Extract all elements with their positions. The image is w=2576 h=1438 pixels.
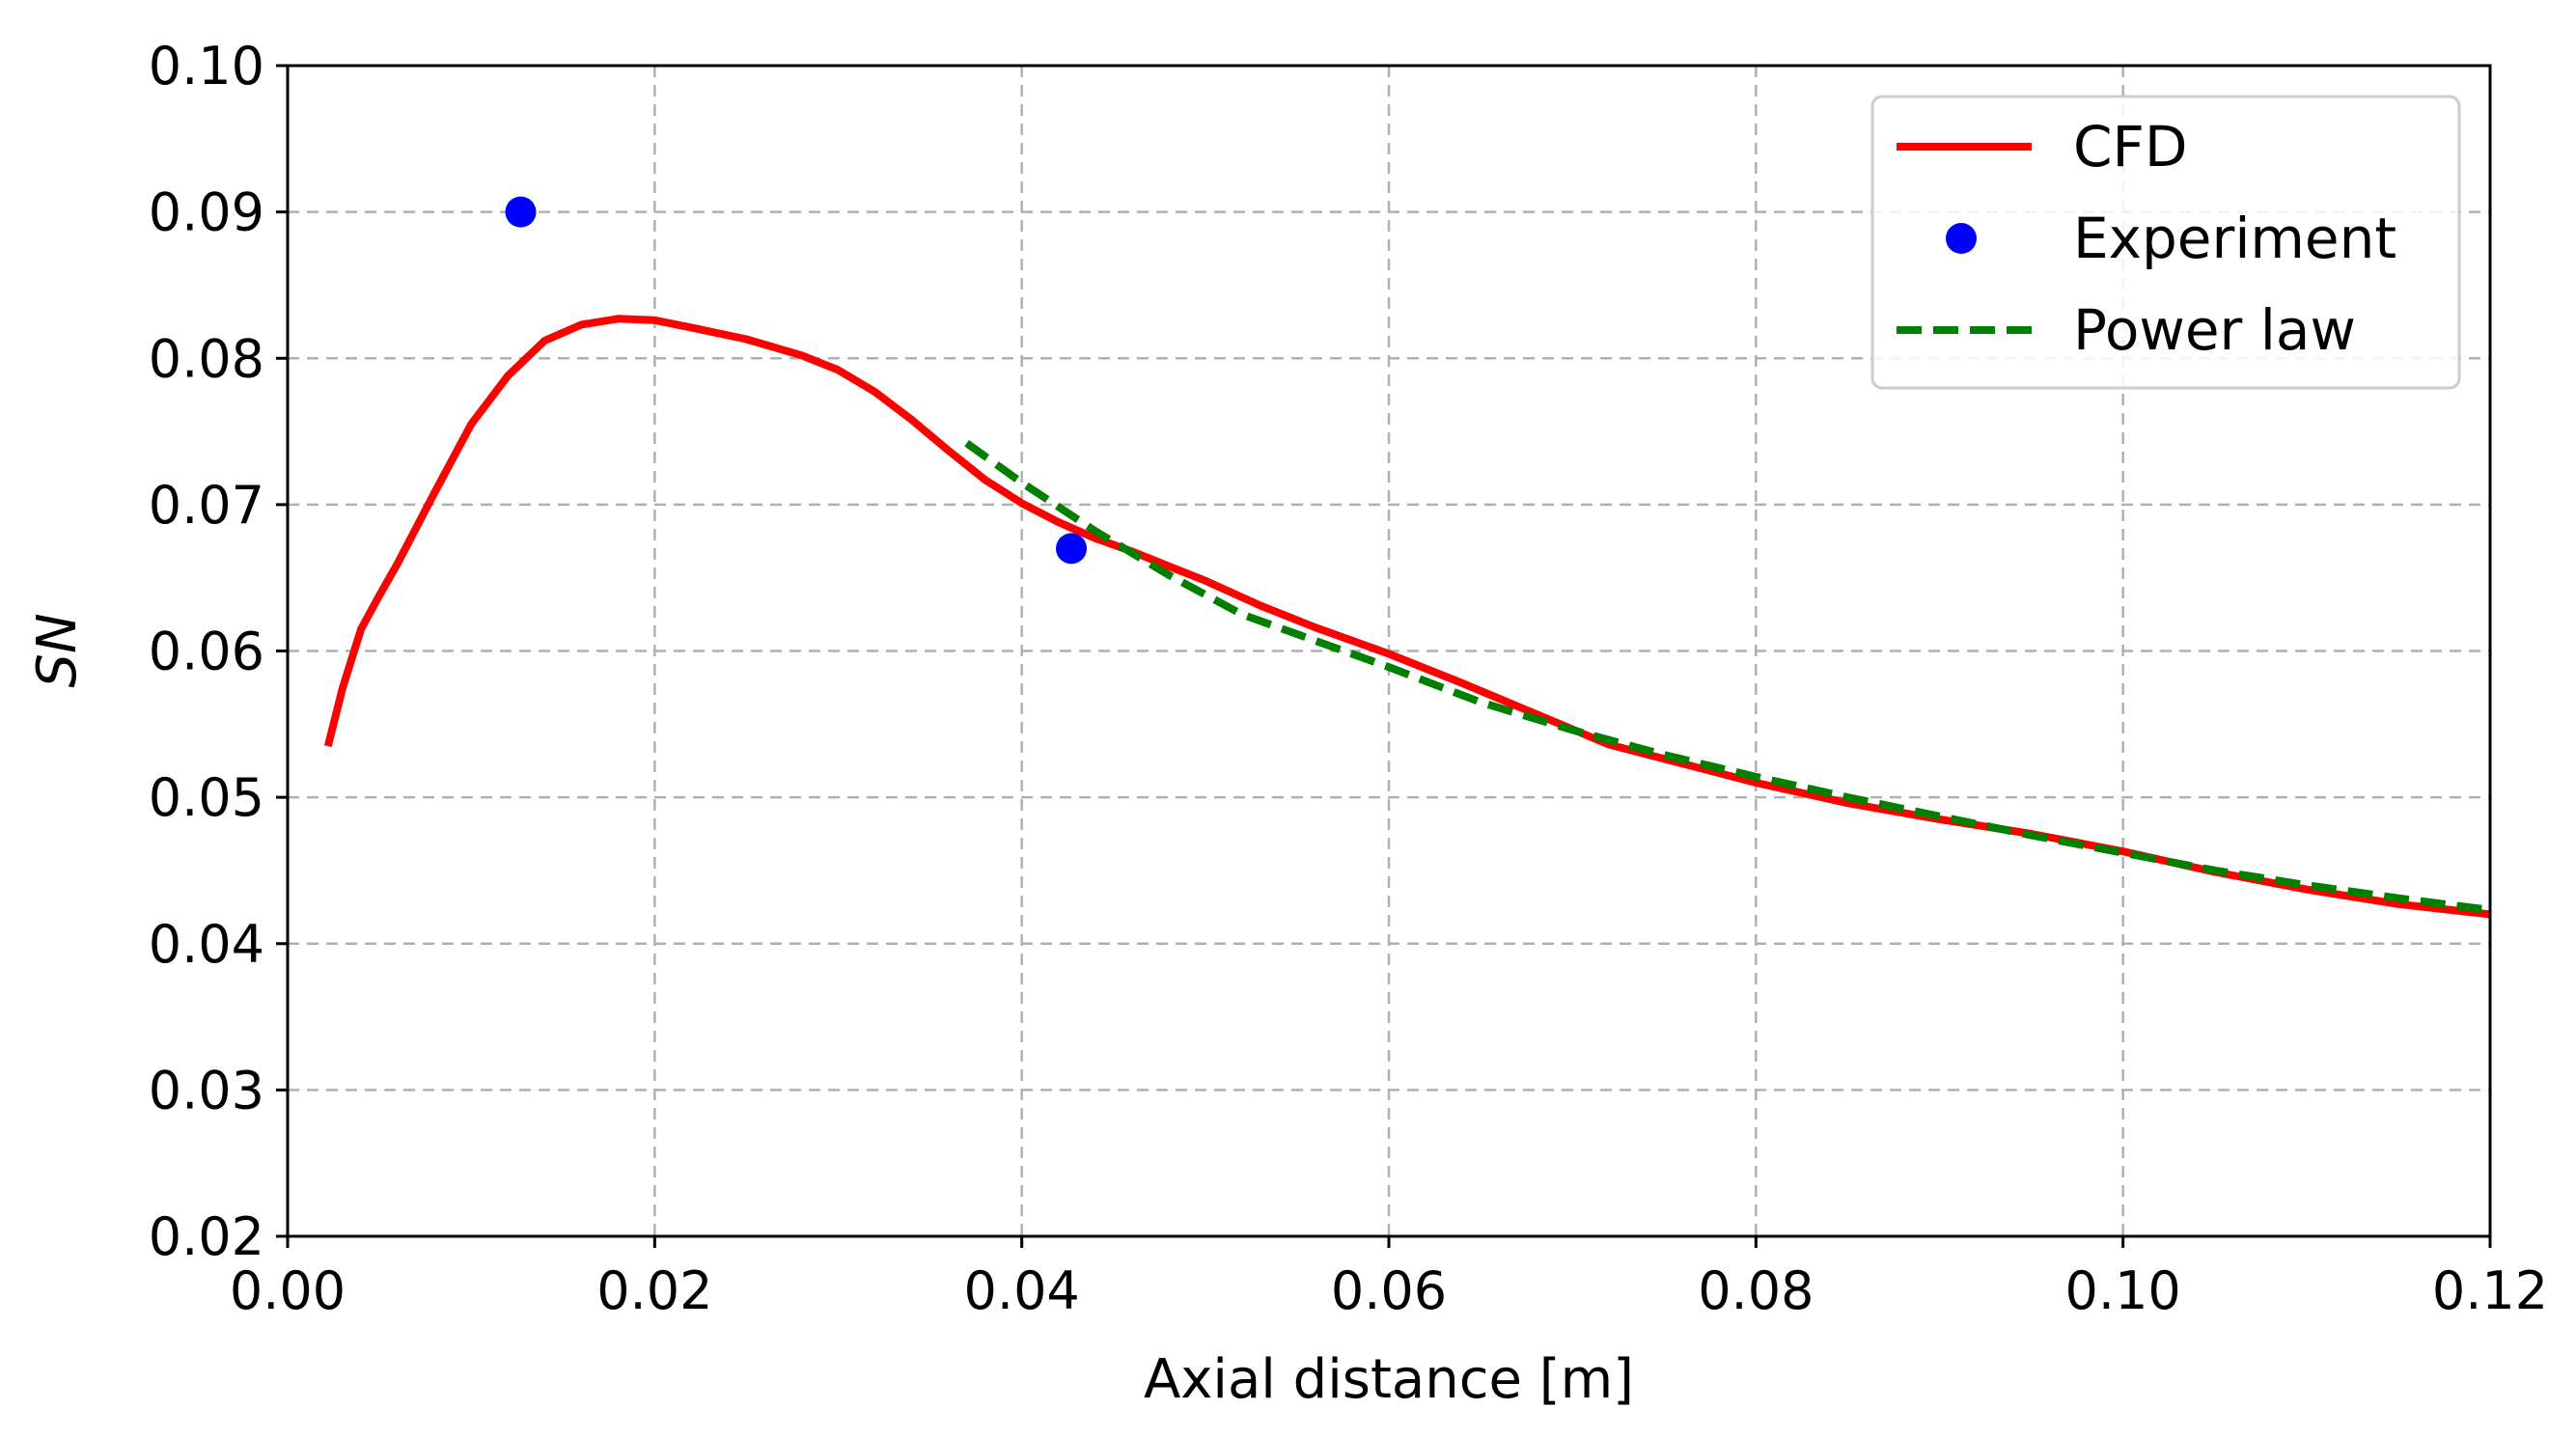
y-tick-label: 0.04: [149, 914, 264, 975]
x-tick-label: 0.12: [2432, 1260, 2548, 1321]
y-tick-label: 0.03: [149, 1060, 264, 1120]
y-tick-label: 0.02: [149, 1206, 264, 1267]
x-axis-label: Axial distance [m]: [1144, 1348, 1634, 1411]
y-tick-label: 0.09: [149, 182, 264, 243]
ticks: 0.00 0.02 0.04 0.06 0.08 0.10 0.120.020.030.04…: [149, 36, 2548, 1321]
legend-box: [1870, 95, 2461, 390]
cfd-line: [323, 315, 2490, 919]
x-tick-label: 0.02: [596, 1260, 712, 1321]
y-tick-label: 0.08: [149, 328, 264, 389]
x-tick-label: 0.08: [1698, 1260, 1814, 1321]
legend-power-law-label: Power law: [2073, 297, 2356, 363]
legend-cfd-label: CFD: [2073, 114, 2188, 180]
legend-experiment-label: Experiment: [2073, 206, 2396, 271]
x-tick-label: 0.06: [1331, 1260, 1447, 1321]
series-layer: [323, 315, 2490, 919]
x-tick-label: 0.10: [2065, 1260, 2181, 1321]
y-tick-label: 0.07: [149, 475, 264, 536]
y-axis-label: SN: [26, 613, 89, 687]
legend-experiment-swatch: [1946, 223, 1977, 254]
y-tick-label: 0.10: [149, 36, 264, 97]
experiment-point: [505, 196, 537, 228]
x-tick-label: 0.00: [230, 1260, 346, 1321]
power-law-line: [964, 439, 2490, 914]
x-tick-label: 0.04: [964, 1260, 1080, 1321]
legend: CFD Experiment Power law: [1870, 95, 2461, 390]
y-tick-label: 0.06: [149, 622, 264, 682]
markers-layer: [505, 196, 1088, 565]
experiment-point: [1056, 533, 1088, 565]
y-tick-label: 0.05: [149, 767, 264, 828]
